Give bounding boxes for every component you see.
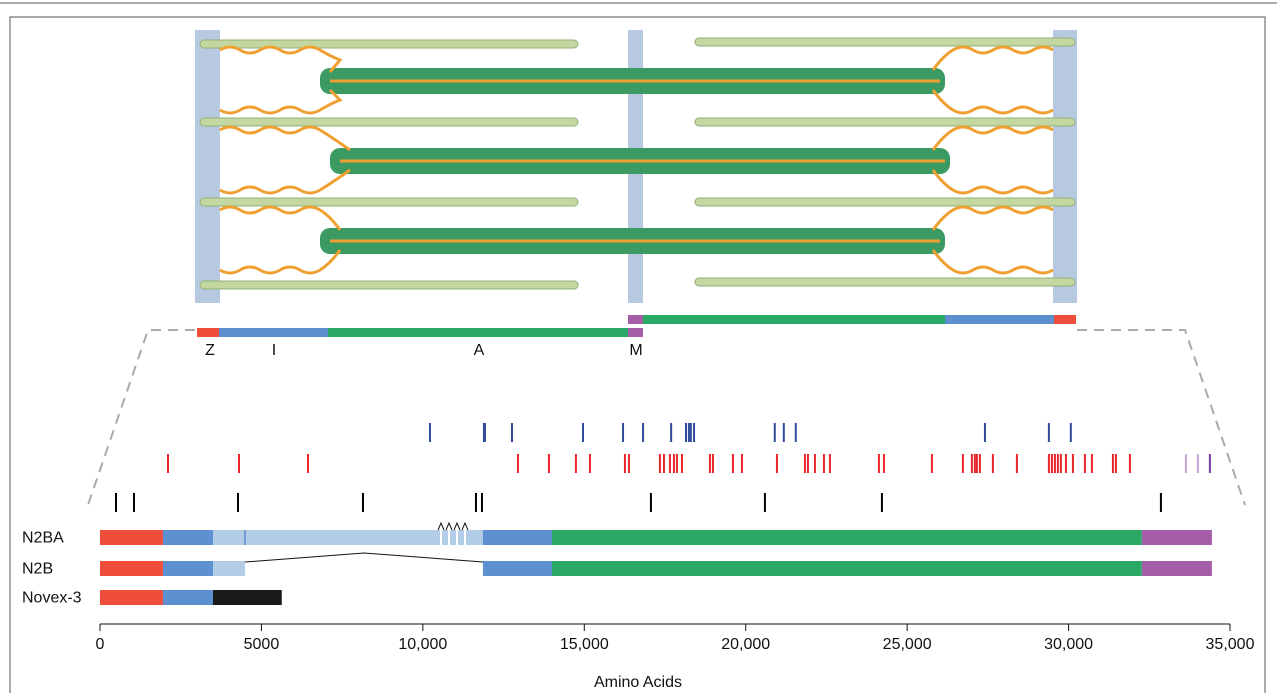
isoform-segment [162, 561, 213, 576]
titin-spring [219, 249, 342, 275]
isoform-segment [213, 561, 245, 576]
isoform-segment [552, 561, 1142, 576]
z-disc [195, 30, 220, 303]
isoform-segment [100, 561, 163, 576]
band-label: M [629, 342, 642, 359]
band-label: Z [205, 342, 215, 359]
band-label: A [474, 342, 485, 359]
x-tick-label: 5000 [244, 636, 280, 653]
thin-filament [694, 37, 1076, 47]
thin-filament [694, 197, 1076, 207]
band-z [1054, 315, 1076, 324]
exon-chevron [437, 521, 445, 531]
titin-spring [931, 249, 1054, 275]
x-axis-label: Amino Acids [594, 674, 682, 691]
titin-spring [931, 125, 1054, 151]
thin-filament [199, 39, 579, 49]
band-m [628, 328, 643, 337]
isoform-label: Novex-3 [22, 590, 82, 607]
band-i [945, 315, 1054, 324]
x-tick-label: 25,000 [883, 636, 932, 653]
titin-spring [931, 205, 1054, 231]
exon-chevron [461, 521, 469, 531]
band-a [643, 315, 945, 324]
titin-spring [219, 45, 343, 73]
isoform-segment [482, 561, 552, 576]
thin-filament [694, 277, 1076, 287]
isoform-segment [213, 530, 245, 545]
isoform-segment [100, 590, 163, 605]
isoform-segment [552, 530, 1142, 545]
thin-filament [199, 197, 579, 207]
band-label: I [272, 342, 276, 359]
exon-chevron [445, 521, 453, 531]
titin-spring [219, 205, 342, 231]
isoform-segment [162, 590, 213, 605]
zoom-line [87, 329, 195, 506]
thin-filament [199, 117, 579, 127]
titin-spring [219, 125, 351, 152]
isoform-segment [482, 530, 552, 545]
isoform-segment [100, 530, 163, 545]
x-tick-label: 10,000 [398, 636, 447, 653]
band-m [628, 315, 643, 324]
isoform-segment [1141, 530, 1212, 545]
x-tick-label: 0 [96, 636, 105, 653]
sarcomere-illustration [195, 30, 1077, 337]
isoform-segment [162, 530, 213, 545]
frame [9, 16, 1266, 693]
thin-filament [199, 280, 579, 290]
isoform-segment [1141, 561, 1212, 576]
x-tick-label: 30,000 [1044, 636, 1093, 653]
z-disc [1053, 30, 1077, 303]
titin-spring [931, 169, 1054, 195]
titin-spring [219, 168, 351, 195]
isoform-segment [213, 590, 282, 605]
isoform-label: N2BA [22, 530, 64, 547]
x-tick-label: 35,000 [1206, 636, 1255, 653]
x-tick-label: 15,000 [560, 636, 609, 653]
titin-spring [219, 88, 343, 115]
band-a [328, 328, 628, 337]
thin-filament [694, 117, 1076, 127]
band-z [197, 328, 219, 337]
titin-spring [931, 45, 1054, 71]
zoom-lines [87, 329, 1246, 506]
exon-chevron [453, 521, 461, 531]
isoform-segment [244, 530, 483, 545]
zoom-line [1077, 329, 1246, 506]
x-tick-label: 20,000 [721, 636, 770, 653]
band-i [219, 328, 328, 337]
isoform-label: N2B [22, 561, 53, 578]
splice-connector [244, 552, 483, 563]
titin-spring [931, 89, 1054, 115]
